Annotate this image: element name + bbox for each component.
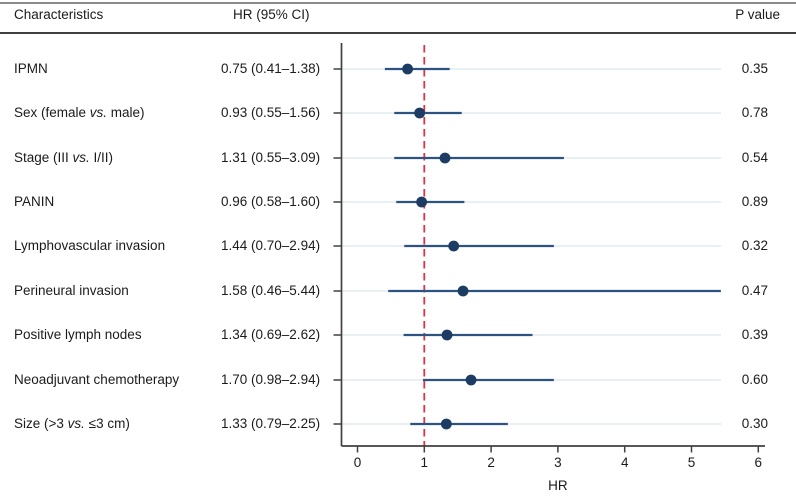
row-label: Size (>3 vs. ≤3 cm) xyxy=(14,416,130,431)
row-label: Neoadjuvant chemotherapy xyxy=(14,372,180,387)
header-divider xyxy=(0,32,796,34)
row-label: Stage (III vs. I/II) xyxy=(14,150,114,165)
row-p-value: 0.54 xyxy=(741,150,768,165)
x-tick-label: 0 xyxy=(354,455,362,470)
hr-point-marker xyxy=(402,63,413,75)
x-tick-label: 2 xyxy=(487,455,495,470)
row-p-value: 0.35 xyxy=(741,61,768,76)
row-label: Sex (female vs. male) xyxy=(14,105,145,120)
row-hr-ci: 1.70 (0.98–2.94) xyxy=(221,372,321,387)
hr-point-marker xyxy=(440,418,452,430)
column-header-hr-ci: HR (95% CI) xyxy=(233,7,310,22)
row-hr-ci: 1.34 (0.69–2.62) xyxy=(221,327,321,342)
table-row: Sex (female vs. male) 0.93 (0.55–1.56) 0… xyxy=(0,103,796,123)
row-label: Lymphovascular invasion xyxy=(14,238,166,253)
row-p-value: 0.89 xyxy=(741,194,768,209)
row-label: Positive lymph nodes xyxy=(14,327,142,342)
row-p-value: 0.39 xyxy=(741,327,768,342)
table-row: Positive lymph nodes 1.34 (0.69–2.62) 0.… xyxy=(0,325,796,345)
row-label: IPMN xyxy=(14,61,48,76)
row-hr-ci: 0.96 (0.58–1.60) xyxy=(221,194,321,209)
hr-point-marker xyxy=(441,329,453,341)
hr-point-marker xyxy=(439,152,451,164)
table-row: Neoadjuvant chemotherapy 1.70 (0.98–2.94… xyxy=(0,370,796,390)
row-p-value: 0.60 xyxy=(741,372,768,387)
row-p-value: 0.47 xyxy=(741,283,768,298)
top-divider xyxy=(0,2,796,4)
row-p-value: 0.78 xyxy=(741,105,768,120)
x-tick-label: 3 xyxy=(554,455,562,470)
table-row: Lymphovascular invasion 1.44 (0.70–2.94)… xyxy=(0,236,796,256)
x-tick-label: 4 xyxy=(621,455,629,470)
column-header-p-value: P value xyxy=(735,7,780,22)
table-row: Size (>3 vs. ≤3 cm) 1.33 (0.79–2.25) 0.3… xyxy=(0,414,796,434)
row-p-value: 0.32 xyxy=(741,238,768,253)
row-hr-ci: 1.33 (0.79–2.25) xyxy=(221,416,321,431)
table-row: IPMN 0.75 (0.41–1.38) 0.35 xyxy=(0,59,796,79)
table-row: PANIN 0.96 (0.58–1.60) 0.89 xyxy=(0,192,796,212)
hr-point-marker xyxy=(414,107,426,119)
row-hr-ci: 0.75 (0.41–1.38) xyxy=(221,61,321,76)
row-hr-ci: 1.44 (0.70–2.94) xyxy=(221,238,321,253)
hr-point-marker xyxy=(448,240,460,252)
x-tick-label: 1 xyxy=(421,455,429,470)
table-row: Stage (III vs. I/II) 1.31 (0.55–3.09) 0.… xyxy=(0,148,796,168)
row-label: Perineural invasion xyxy=(14,283,129,298)
x-tick-label: 6 xyxy=(755,455,763,470)
row-hr-ci: 1.31 (0.55–3.09) xyxy=(221,150,321,165)
table-row: Perineural invasion 1.58 (0.46–5.44) 0.4… xyxy=(0,281,796,301)
column-header-characteristics: Characteristics xyxy=(14,7,104,22)
hr-point-marker xyxy=(416,196,428,208)
x-axis-title: HR xyxy=(548,478,568,493)
hr-point-marker xyxy=(465,374,477,386)
row-label: PANIN xyxy=(14,194,55,209)
row-hr-ci: 1.58 (0.46–5.44) xyxy=(221,283,321,298)
hr-point-marker xyxy=(457,285,469,297)
row-p-value: 0.30 xyxy=(741,416,768,431)
row-hr-ci: 0.93 (0.55–1.56) xyxy=(221,105,321,120)
x-tick-label: 5 xyxy=(688,455,696,470)
